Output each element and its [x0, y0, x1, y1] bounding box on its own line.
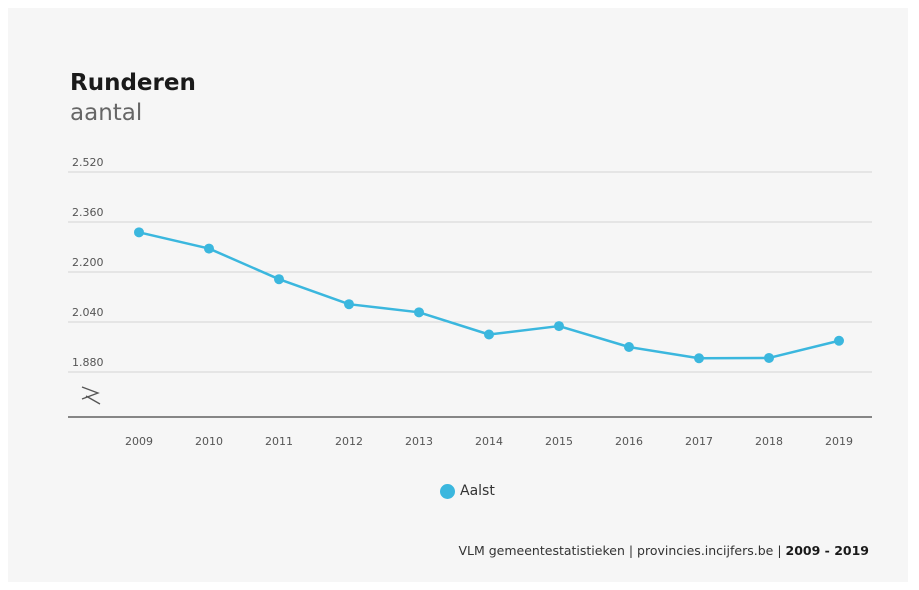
gridlines	[68, 171, 872, 373]
x-tick-label: 2017	[685, 435, 713, 448]
y-tick-label: 2.040	[72, 306, 104, 319]
y-tick-label: 2.200	[72, 256, 104, 269]
x-tick-label: 2019	[825, 435, 853, 448]
chart-subtitle: aantal	[70, 100, 143, 126]
x-tick-label: 2009	[125, 435, 153, 448]
legend-label-aalst: Aalst	[460, 483, 495, 499]
source-separator: |	[773, 543, 786, 558]
x-tick-label: 2015	[545, 435, 573, 448]
chart-title: Runderen	[70, 70, 196, 96]
y-axis-ticks: 1.880 2.040 2.200 2.360 2.520	[72, 156, 104, 369]
data-point[interactable]	[624, 342, 634, 352]
y-tick-label: 2.520	[72, 156, 104, 169]
x-tick-label: 2018	[755, 435, 783, 448]
source-note: VLM gemeentestatistieken | provincies.in…	[458, 543, 869, 558]
y-tick-label: 1.880	[72, 356, 104, 369]
data-point[interactable]	[694, 353, 704, 364]
y-tick-label: 2.360	[72, 206, 104, 219]
x-tick-label: 2012	[335, 435, 363, 448]
source-range: 2009 - 2019	[785, 543, 869, 558]
data-point[interactable]	[484, 329, 494, 340]
x-tick-label: 2011	[265, 435, 293, 448]
x-tick-label: 2014	[475, 435, 503, 448]
data-point[interactable]	[554, 321, 564, 332]
x-tick-label: 2010	[195, 435, 223, 448]
legend-swatch-aalst	[440, 483, 455, 499]
data-point[interactable]	[344, 299, 354, 310]
x-tick-label: 2016	[615, 435, 643, 448]
x-axis-ticks: 2009 2010 2011 2012 2013 2014 2015 2016 2017 2018…	[125, 435, 853, 448]
data-point[interactable]	[834, 335, 844, 346]
data-point[interactable]	[764, 352, 774, 363]
chart-card	[8, 8, 908, 582]
series-points-aalst	[134, 227, 844, 364]
data-point[interactable]	[204, 243, 214, 254]
axis-break-icon	[81, 386, 101, 405]
data-point[interactable]	[414, 307, 424, 318]
x-tick-label: 2013	[405, 435, 433, 448]
source-text: VLM gemeentestatistieken | provincies.in…	[458, 543, 774, 558]
data-point[interactable]	[134, 227, 144, 238]
data-point[interactable]	[274, 274, 284, 285]
legend[interactable]: Aalst	[440, 481, 495, 501]
